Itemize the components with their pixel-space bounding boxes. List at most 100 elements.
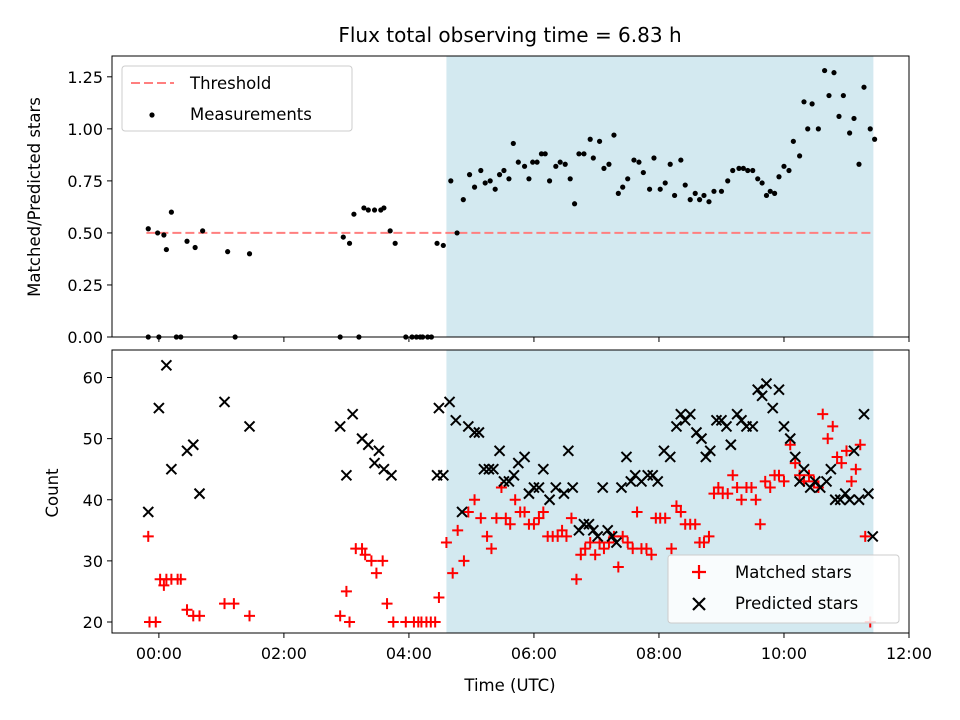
predicted-star-point — [731, 408, 743, 420]
matched-star-point — [817, 408, 829, 420]
matched-star-point — [490, 512, 502, 524]
measurement-point — [581, 151, 587, 157]
predicted-star-point — [456, 506, 468, 518]
measurement-point — [767, 188, 773, 194]
measurement-point — [847, 130, 853, 136]
matched-star-point — [698, 537, 710, 549]
matched-star-point — [447, 567, 459, 579]
x-tick-label: 00:00 — [136, 644, 182, 663]
measurement-point — [646, 186, 653, 192]
matched-star-point — [500, 512, 512, 524]
matched-star-point — [462, 506, 474, 518]
matched-star-point — [194, 610, 206, 622]
chart-title: Flux total observing time = 6.83 h — [338, 23, 681, 47]
measurement-point — [611, 132, 617, 138]
matched-star-point — [670, 500, 682, 512]
matched-star-point — [850, 463, 862, 475]
legend-threshold-label: Threshold — [189, 74, 271, 93]
measurement-point — [759, 180, 765, 186]
measurement-point — [434, 240, 440, 246]
top-legend-box — [121, 65, 353, 132]
measurement-point — [636, 159, 642, 165]
predicted-star-point — [767, 402, 779, 414]
predicted-star-point — [853, 494, 865, 506]
matched-star-point — [458, 555, 470, 567]
measurement-point — [487, 178, 493, 184]
predicted-star-point — [829, 494, 841, 506]
matched-star-point — [773, 469, 785, 481]
measurement-point — [736, 165, 742, 171]
x-tick-label: 08:00 — [636, 644, 682, 663]
predicted-star-point — [704, 445, 716, 457]
measurement-point — [786, 167, 792, 174]
measurement-point — [161, 232, 167, 238]
measurement-point — [496, 172, 503, 178]
predicted-star-point — [243, 420, 256, 433]
predicted-star-point — [558, 487, 570, 500]
measurement-point — [501, 167, 507, 174]
legend-measurements-label: Measurements — [190, 105, 312, 124]
measurement-point — [662, 180, 668, 186]
measurement-point — [538, 151, 545, 157]
matched-star-point — [440, 537, 452, 549]
predicted-star-point — [620, 451, 633, 463]
predicted-star-point — [756, 390, 768, 402]
bottom-legend-box — [667, 554, 900, 624]
measurement-point — [776, 174, 782, 180]
measurement-point — [861, 84, 867, 90]
matched-star-point — [617, 530, 629, 542]
measurement-point — [576, 151, 582, 157]
measurement-point — [615, 190, 621, 196]
matched-star-point — [579, 543, 591, 555]
top-observing-window-shade — [446, 56, 874, 337]
predicted-star-point — [543, 494, 556, 506]
measurement-point — [696, 197, 703, 203]
matched-star-point — [381, 598, 393, 610]
measurement-point — [805, 126, 811, 132]
matched-star-point — [784, 439, 796, 451]
matched-star-point — [344, 616, 356, 628]
measurement-point — [346, 240, 353, 246]
matched-star-point — [219, 598, 231, 610]
measurement-point — [667, 161, 673, 167]
measurement-point — [225, 249, 231, 255]
measurement-point — [625, 176, 631, 182]
matched-star-point — [822, 433, 834, 445]
measurement-point — [440, 242, 446, 249]
measurement-point — [687, 197, 693, 203]
matched-star-point — [334, 610, 346, 622]
x-tick-label: 02:00 — [261, 644, 307, 663]
predicted-star-point — [789, 451, 801, 463]
predicted-star-point — [450, 414, 462, 426]
matched-star-point — [142, 530, 154, 542]
matched-star-point — [356, 543, 368, 555]
matched-star-point — [759, 475, 771, 487]
predicted-star-point — [583, 518, 595, 530]
matched-star-point — [778, 475, 790, 487]
matched-star-point — [859, 530, 871, 542]
measurement-point — [471, 184, 478, 190]
measurement-points — [145, 67, 878, 340]
measurement-point — [557, 159, 563, 165]
predicted-star-point — [596, 481, 609, 494]
predicted-star-point — [578, 518, 590, 530]
measurement-point — [601, 165, 607, 171]
measurement-point — [460, 197, 466, 203]
matched-star-point — [845, 475, 857, 487]
predicted-star-point — [725, 439, 737, 451]
matched-star-point — [181, 604, 193, 616]
measurement-point — [840, 92, 846, 99]
measurement-point — [831, 70, 837, 76]
measurement-point — [534, 159, 540, 165]
measurement-point — [506, 176, 512, 182]
measurement-point — [781, 163, 787, 169]
matched-star-point — [565, 512, 577, 524]
predicted-star-point — [218, 396, 231, 408]
matched-star-point — [659, 512, 671, 524]
measurement-point — [755, 176, 761, 182]
matched-star-point — [504, 518, 516, 530]
measurement-point — [567, 176, 573, 182]
predicted-star-point — [606, 530, 618, 543]
matched-star-point — [735, 494, 747, 506]
predicted-star-point — [793, 475, 806, 488]
